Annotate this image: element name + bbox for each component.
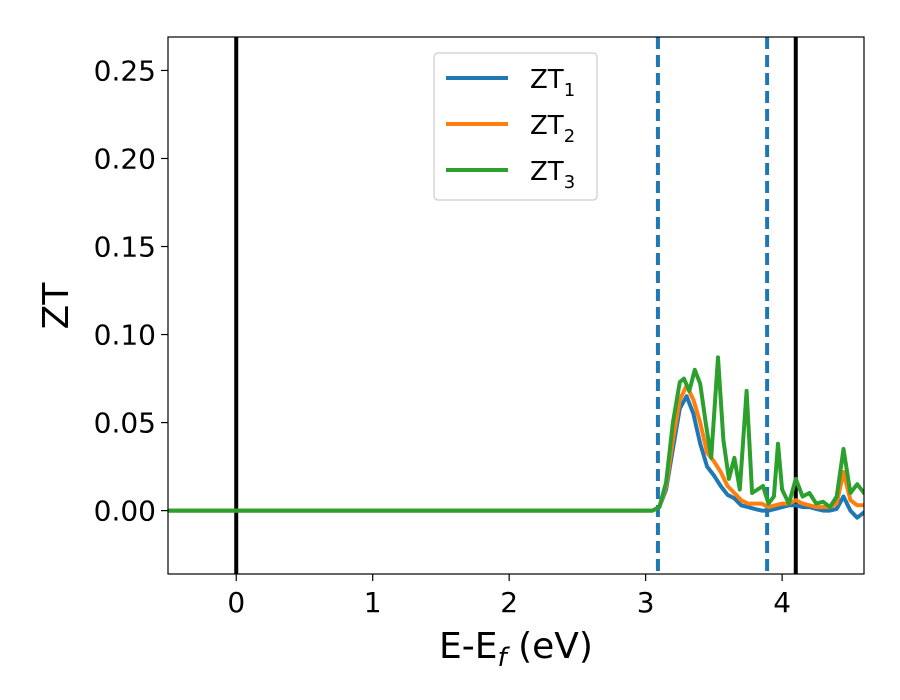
y-tick-label: 0.25 (94, 54, 156, 87)
x-axis-label: E-Ef (eV) (439, 626, 593, 673)
plot-area (168, 37, 864, 574)
plot-frame (167, 36, 865, 575)
series-line-zt2 (168, 383, 864, 513)
legend-label-zt1: ZT1 (530, 65, 575, 101)
y-tick-label: 0.10 (94, 319, 156, 352)
legend-entry-zt1: ZT1 (446, 65, 575, 101)
series-line-zt3 (168, 355, 864, 513)
x-tick-label: 0 (227, 586, 245, 619)
y-tick-label: 0.15 (94, 231, 156, 264)
x-axis-label-unit: (eV) (507, 626, 593, 667)
y-tick-label: 0.05 (94, 407, 156, 440)
x-tick-label: 4 (773, 586, 791, 619)
legend: ZT1 ZT2 ZT3 (433, 52, 598, 201)
x-tick-label: 3 (637, 586, 655, 619)
y-tick-label: 0.00 (94, 495, 156, 528)
legend-entry-zt2: ZT2 (446, 111, 575, 147)
x-tick-label: 2 (500, 586, 518, 619)
legend-box (433, 52, 598, 201)
legend-label-zt2: ZT2 (530, 111, 575, 147)
y-tick-label: 0.20 (94, 142, 156, 175)
x-axis: 0 1 2 3 4 (227, 574, 791, 619)
y-axis: 0.00 0.05 0.10 0.15 0.20 0.25 (94, 54, 168, 528)
y-axis-label: ZT (36, 282, 77, 330)
legend-label-zt3: ZT3 (530, 157, 575, 193)
legend-entry-zt3: ZT3 (446, 157, 575, 193)
x-tick-label: 1 (364, 586, 382, 619)
x-axis-label-main: E-E (439, 626, 497, 667)
